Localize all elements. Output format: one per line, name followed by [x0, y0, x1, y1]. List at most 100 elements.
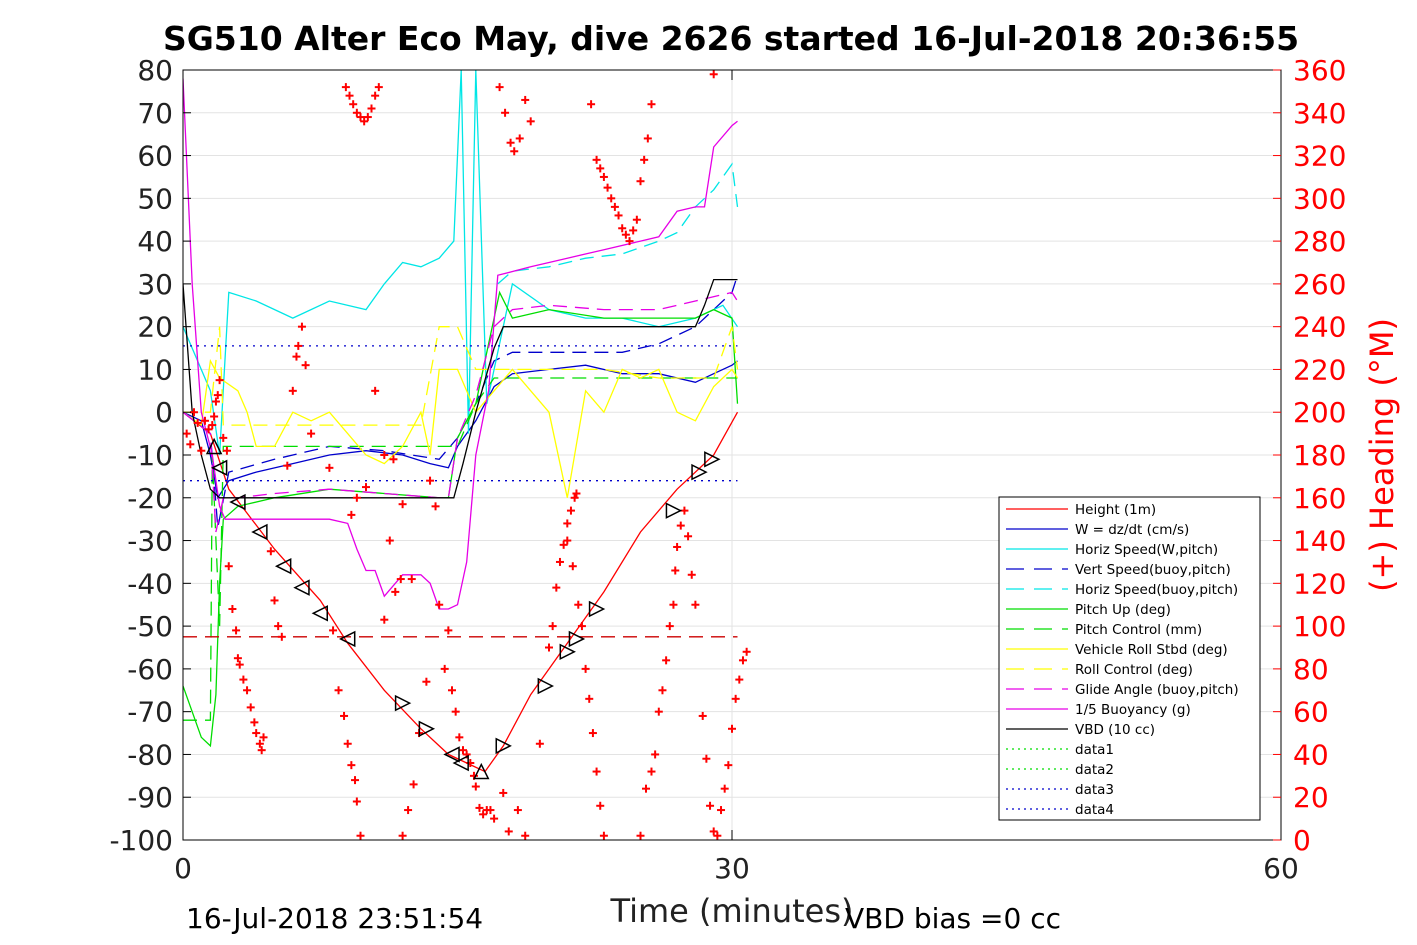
heading-marker [720, 784, 729, 793]
legend-label: Horiz Speed(buoy,pitch) [1075, 582, 1238, 598]
heading-marker [250, 718, 259, 727]
heading-marker [684, 532, 693, 541]
heading-marker [687, 570, 696, 579]
heading-marker [458, 746, 467, 755]
y-right-tick-label: 160 [1293, 482, 1346, 515]
legend-entry: Roll Control (deg) [1006, 662, 1193, 678]
heading-marker [599, 831, 608, 840]
heading-marker [215, 376, 224, 385]
heading-marker [548, 622, 557, 631]
heading-marker [243, 686, 252, 695]
y-tick-label: 10 [137, 353, 173, 386]
heading-marker [183, 429, 191, 438]
heading-marker [717, 806, 726, 815]
y-tick-label: -100 [109, 824, 173, 857]
heading-marker [636, 177, 645, 186]
heading-marker [614, 211, 623, 220]
y-tick-label: 50 [137, 182, 173, 215]
heading-marker [568, 562, 577, 571]
y-right-tick-label: 260 [1293, 268, 1346, 301]
heading-marker [555, 557, 564, 566]
legend-label: VBD (10 cc) [1075, 722, 1155, 738]
heading-marker [640, 155, 649, 164]
heading-marker [398, 500, 407, 509]
legend-label: Pitch Up (deg) [1075, 602, 1171, 618]
y-right-tick-label: 300 [1293, 182, 1346, 215]
heading-marker [676, 521, 685, 530]
triangle-marker [210, 459, 228, 477]
heading-marker [435, 600, 444, 609]
triangle-marker [418, 720, 436, 737]
triangle-marker [568, 630, 586, 648]
y-tick-label: 20 [137, 311, 173, 344]
heading-marker [501, 108, 510, 117]
x-tick-label: 0 [174, 852, 192, 885]
heading-marker [506, 138, 515, 147]
y-right-tick-label: 220 [1293, 353, 1346, 386]
heading-marker [266, 547, 275, 556]
heading-marker [211, 397, 220, 406]
y-right-tick-label: 0 [1293, 824, 1311, 857]
heading-marker [224, 562, 233, 571]
y-right-tick-label: 360 [1293, 54, 1346, 87]
heading-marker [389, 455, 398, 464]
triangle-marker [537, 677, 555, 695]
y-right-tick-label: 40 [1293, 738, 1329, 771]
triangle-marker [665, 502, 683, 519]
heading-marker [592, 767, 601, 776]
y-right-tick-label: 280 [1293, 225, 1346, 258]
legend-label: Height (1m) [1075, 502, 1156, 518]
heading-marker [709, 70, 718, 79]
legend-entry: data1 [1006, 742, 1114, 758]
heading-marker [219, 433, 228, 442]
heading-marker [572, 489, 581, 498]
heading-marker [545, 643, 553, 652]
y-right-tick-label: 340 [1293, 97, 1346, 130]
legend-label: data1 [1075, 742, 1114, 758]
heading-marker [189, 408, 198, 417]
triangle-markers [205, 437, 721, 780]
heading-marker [596, 164, 605, 173]
heading-marker [232, 626, 241, 635]
triangle-marker [443, 746, 460, 763]
y-right-tick-label: 20 [1293, 781, 1329, 814]
heading-marker [193, 418, 202, 427]
y-tick-label: 40 [137, 225, 173, 258]
y-tick-label: -40 [127, 567, 173, 600]
heading-marker [625, 237, 634, 246]
legend-entry: 1/5 Buoyancy (g) [1006, 702, 1191, 718]
heading-marker [475, 803, 484, 812]
heading-marker [233, 654, 242, 663]
heading-marker [325, 463, 334, 472]
heading-marker [709, 827, 718, 836]
heading-marker [665, 622, 674, 631]
heading-marker [581, 664, 590, 673]
heading-marker [563, 519, 572, 528]
heading-marker [396, 575, 405, 584]
y-right-tick-label: 100 [1293, 610, 1346, 643]
legend-label: data4 [1075, 802, 1114, 818]
y-tick-label: -60 [127, 653, 173, 686]
footer-timestamp: 16-Jul-2018 23:51:54 [186, 902, 483, 935]
series-line-roll_ctrl [183, 326, 739, 426]
heading-marker [629, 226, 638, 235]
legend-entry: VBD (10 cc) [1006, 722, 1155, 738]
x-axis-label: Time (minutes) [610, 892, 854, 930]
heading-marker [307, 429, 316, 438]
legend-label: Horiz Speed(W,pitch) [1075, 542, 1218, 558]
heading-marker [490, 814, 499, 823]
heading-marker [728, 724, 736, 733]
heading-marker [380, 615, 389, 624]
heading-marker [451, 707, 460, 716]
series-line-buoy [183, 78, 738, 610]
heading-marker [341, 83, 350, 92]
triangle-marker [588, 600, 606, 618]
heading-marker [599, 172, 608, 181]
heading-marker [610, 202, 619, 211]
triangle-marker [704, 451, 721, 468]
triangle-marker [691, 463, 708, 481]
heading-marker [356, 113, 365, 122]
heading-marker [585, 694, 594, 703]
heading-marker [407, 575, 416, 584]
